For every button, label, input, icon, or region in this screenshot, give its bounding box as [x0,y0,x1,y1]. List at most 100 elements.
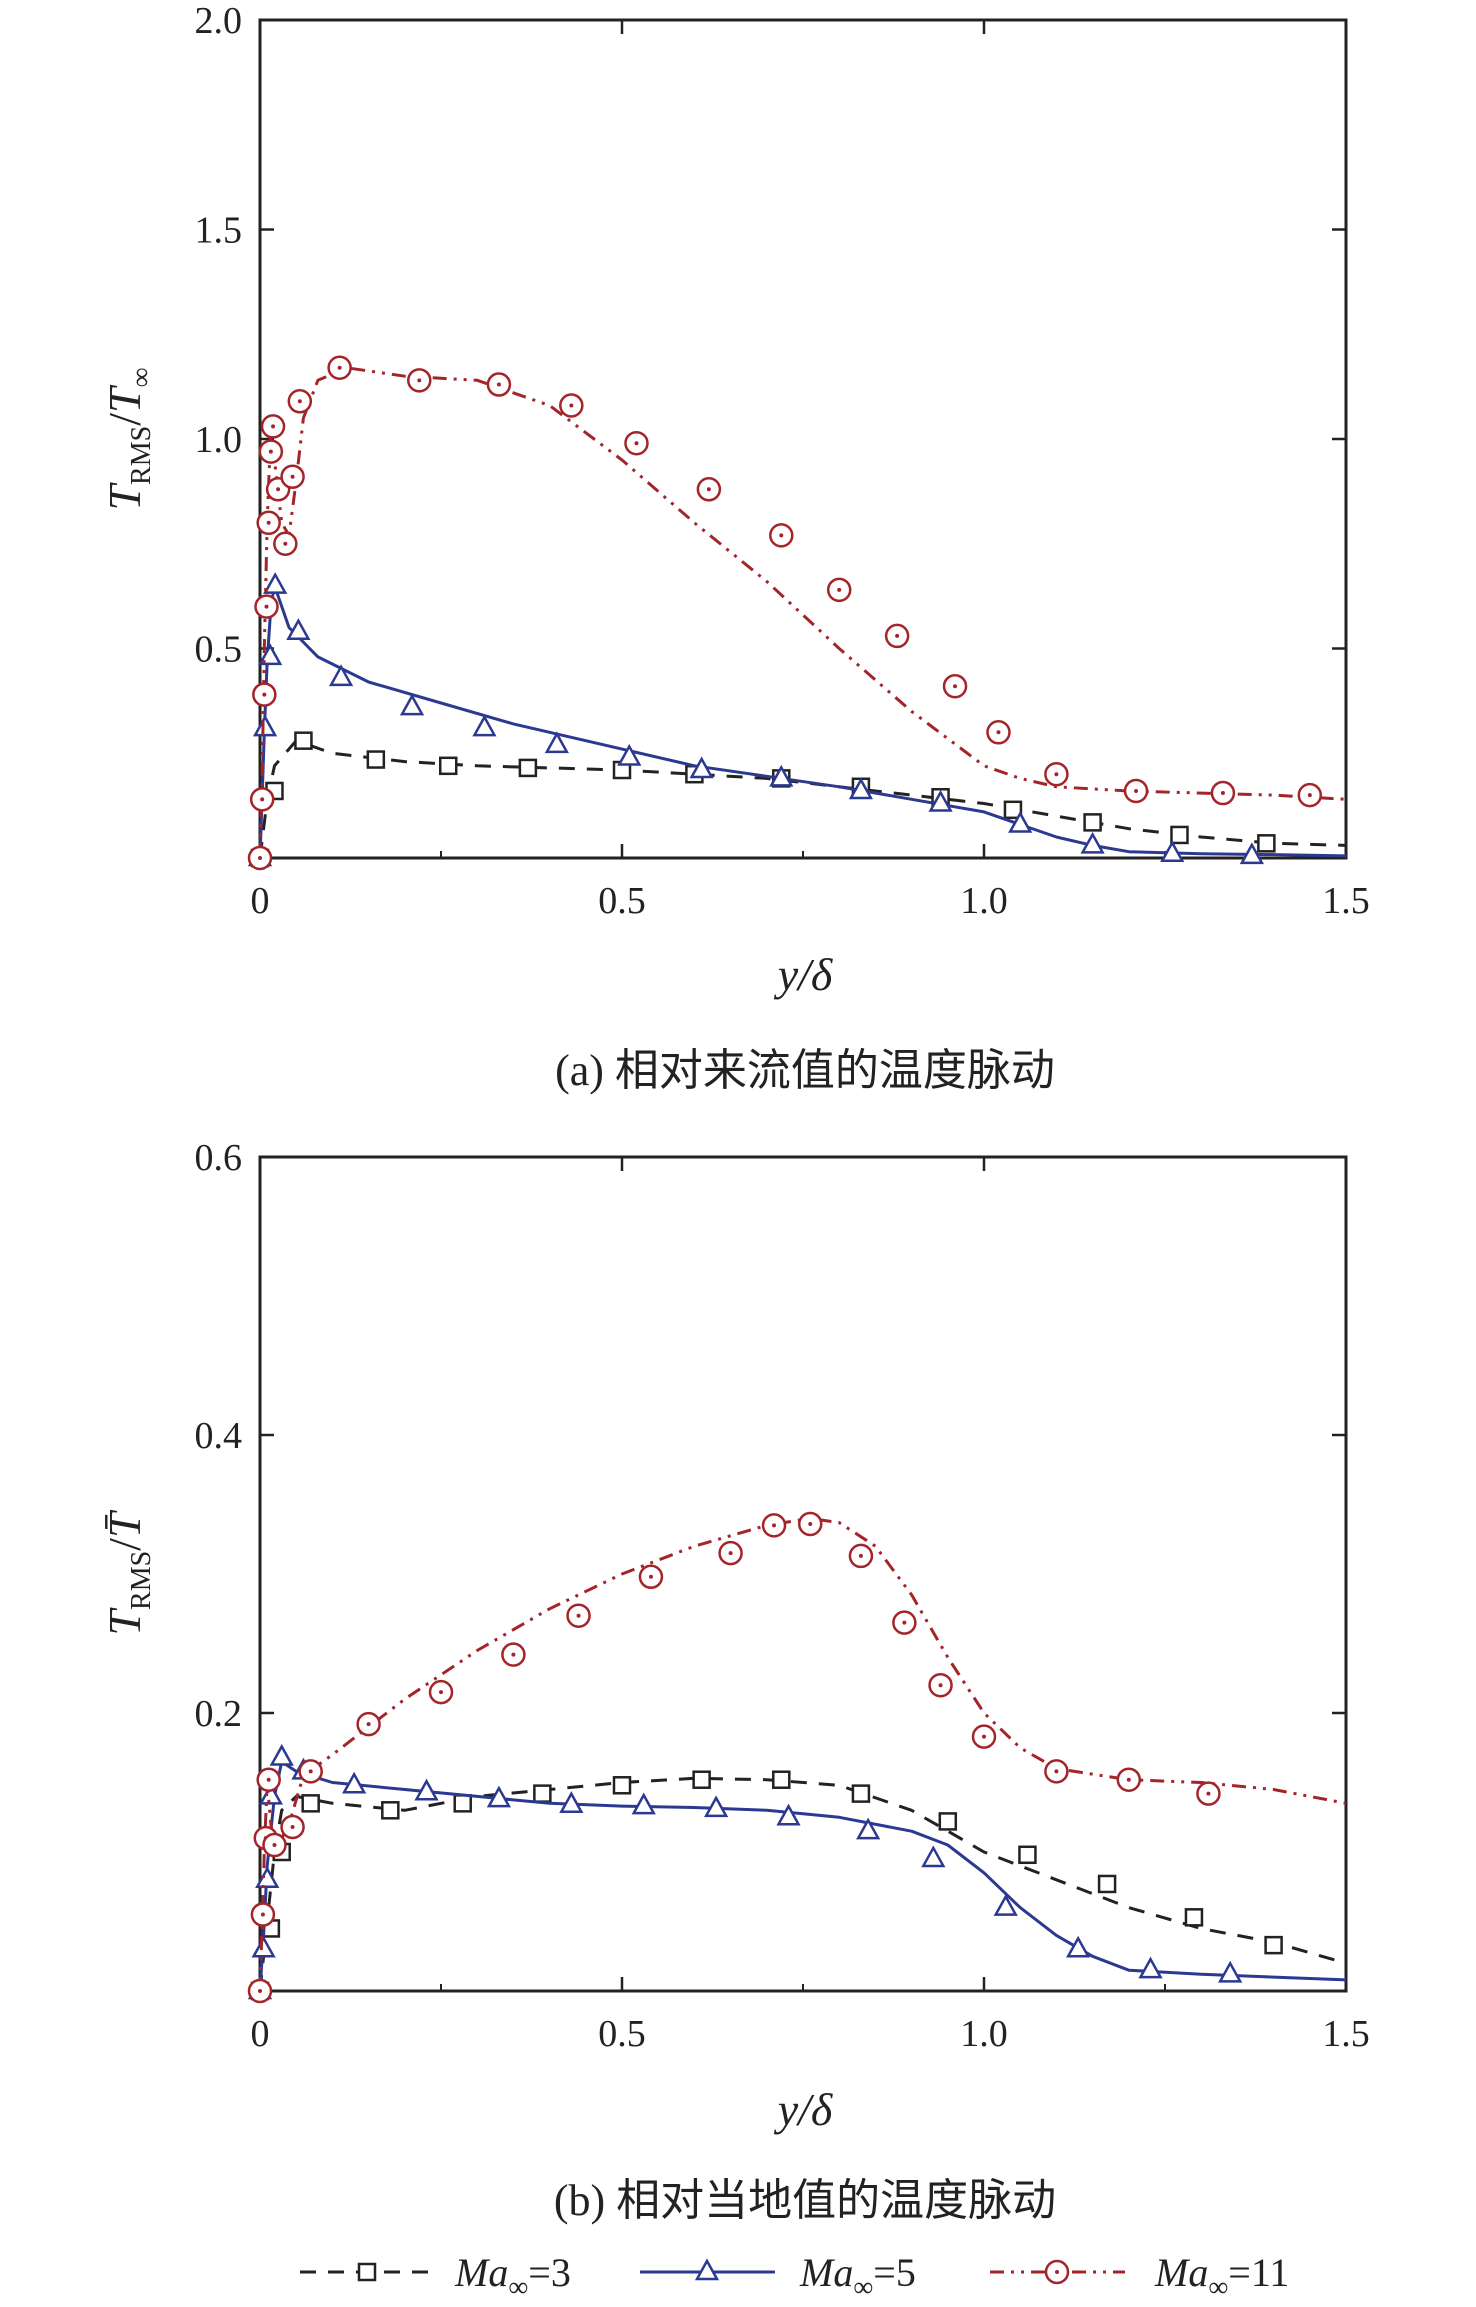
marker-ma11-b [848,1543,874,1569]
legend-label-ma11: Ma∞=11 [1154,2250,1289,2303]
marker-ma11-a [247,845,273,871]
marker-ma5-a [252,714,278,737]
x-tick-label-b: 1.5 [1322,2013,1370,2055]
y-axis-label-a: TRMS/T∞ [99,367,157,510]
marker-ma11-a [287,389,313,414]
y-axis-label-b-den: T̄ [99,1509,150,1538]
series-line-ma11-a [258,366,1347,859]
marker-ma3-a [1170,825,1189,845]
marker-ma11-a [249,787,275,812]
marker-ma11-b [566,1603,591,1628]
x-tick-label-b: 1.0 [960,2013,1008,2055]
marker-ma5-a [1080,831,1105,854]
marker-ma3-a [1083,813,1102,832]
y-axis-label-a-sep: / [99,413,150,426]
marker-ma5-b [341,1771,367,1794]
marker-ma11-b [797,1511,823,1537]
marker-ma11-a [256,510,281,536]
marker-ma11-a [280,464,305,489]
x-tick-label-b: 0.5 [598,2013,646,2055]
marker-ma11-b [971,1724,997,1749]
marker-ma3-b [453,1794,472,1813]
marker-ma11-b [892,1610,917,1635]
x-axis-label-a: y/δ [774,949,833,1000]
legend-item-ma11: Ma∞=11 [990,2250,1289,2303]
marker-ma11-b [247,1978,273,2004]
legend-item-ma3: Ma∞=3 [300,2250,571,2303]
marker-ma3-b [301,1794,320,1813]
marker-ma11-a [1044,761,1069,787]
marker-ma5-a [848,777,874,800]
marker-ma11-b [262,1832,287,1858]
marker-ma11-a [258,439,284,464]
marker-ma11-a [327,355,352,381]
series-line-ma5-a [258,584,1347,859]
y-axis-label-b-sep: / [99,1538,150,1551]
marker-ma11-b [298,1759,323,1784]
marker-ma11-b [718,1540,743,1566]
marker-ma5-b [856,1817,881,1840]
marker-ma3-b [381,1801,400,1820]
marker-ma11-b [256,1767,281,1792]
marker-ma5-a [1008,810,1033,833]
marker-ma5-b [1138,1956,1163,1979]
marker-ma3-b [851,1784,871,1803]
marker-ma5-b [921,1845,946,1868]
series-line-ma5-b [258,1760,1347,1992]
marker-ma11-a [260,414,286,439]
marker-ma3-a [1003,800,1023,820]
marker-ma5-a [928,789,953,812]
marker-ma3-b [1018,1845,1037,1865]
caption-b: (b) 相对当地值的温度脉动 [554,2176,1056,2225]
y-axis-label-b-main: T [99,1607,150,1636]
ticks-a: 0 0.5 1.0 1.5 0.5 1.0 1.5 2.0 [195,0,1370,922]
legend-marker-ma5 [694,2258,720,2281]
marker-ma11-b [1044,1759,1069,1784]
y-tick-label-a: 1.5 [195,210,243,252]
marker-ma11-b [428,1679,454,1705]
y-tick-label-a: 1.0 [195,419,243,461]
panel-b: 0 0.5 1.0 1.5 0.2 0.4 0.6 TRMS/T̄ y/δ (b) 相对当地… [99,1137,1370,2225]
marker-ma3-b [1184,1908,1204,1927]
marker-ma3-a [294,731,313,750]
marker-ma5-a [328,664,354,687]
marker-ma3-b [938,1812,958,1831]
marker-ma5-a [544,731,569,754]
marker-ma5-b [1065,1935,1091,1958]
y-axis-label-a-main: T [99,482,150,511]
marker-ma5-a [258,643,283,666]
marker-ma5-b [251,1935,276,1958]
marker-ma5-a [1239,842,1265,865]
marker-ma11-a [1123,778,1149,804]
marker-ma11-a [1297,782,1323,808]
y-tick-label-b: 0.6 [195,1137,243,1179]
marker-ma3-a [518,758,538,778]
marker-ma11-a [696,477,722,502]
legend-label-ma3: Ma∞=3 [454,2250,571,2303]
marker-ma11-a [826,577,852,603]
plot-frame-b [258,1155,1348,1993]
svg-text:TRMS/T̄: TRMS/T̄ [99,1509,157,1636]
marker-ma3-b [772,1770,791,1789]
marker-ma3-b [1097,1874,1117,1894]
marker-ma5-b [1218,1960,1243,1983]
marker-ma11-a [254,594,279,619]
marker-ma5-b [269,1743,294,1766]
marker-ma5-a [472,714,497,737]
marker-ma5-a [286,618,311,640]
marker-ma5-a [689,756,714,779]
marker-ma3-b [533,1784,552,1803]
legend-label-ma5: Ma∞=5 [799,2250,916,2303]
x-tick-label-b: 0 [251,2013,270,2055]
marker-ma11-a [986,720,1011,745]
legend-marker-ma11 [1044,2259,1070,2285]
x-tick-label-a: 0.5 [598,880,646,922]
marker-ma5-b [486,1785,512,1808]
marker-ma11-a [942,673,968,699]
marker-ma11-a [769,523,794,548]
x-tick-label-a: 0 [251,880,270,922]
marker-ma5-b [631,1792,656,1815]
y-axis-label-a-den: T [99,384,150,413]
marker-ma5-b [414,1778,439,1801]
